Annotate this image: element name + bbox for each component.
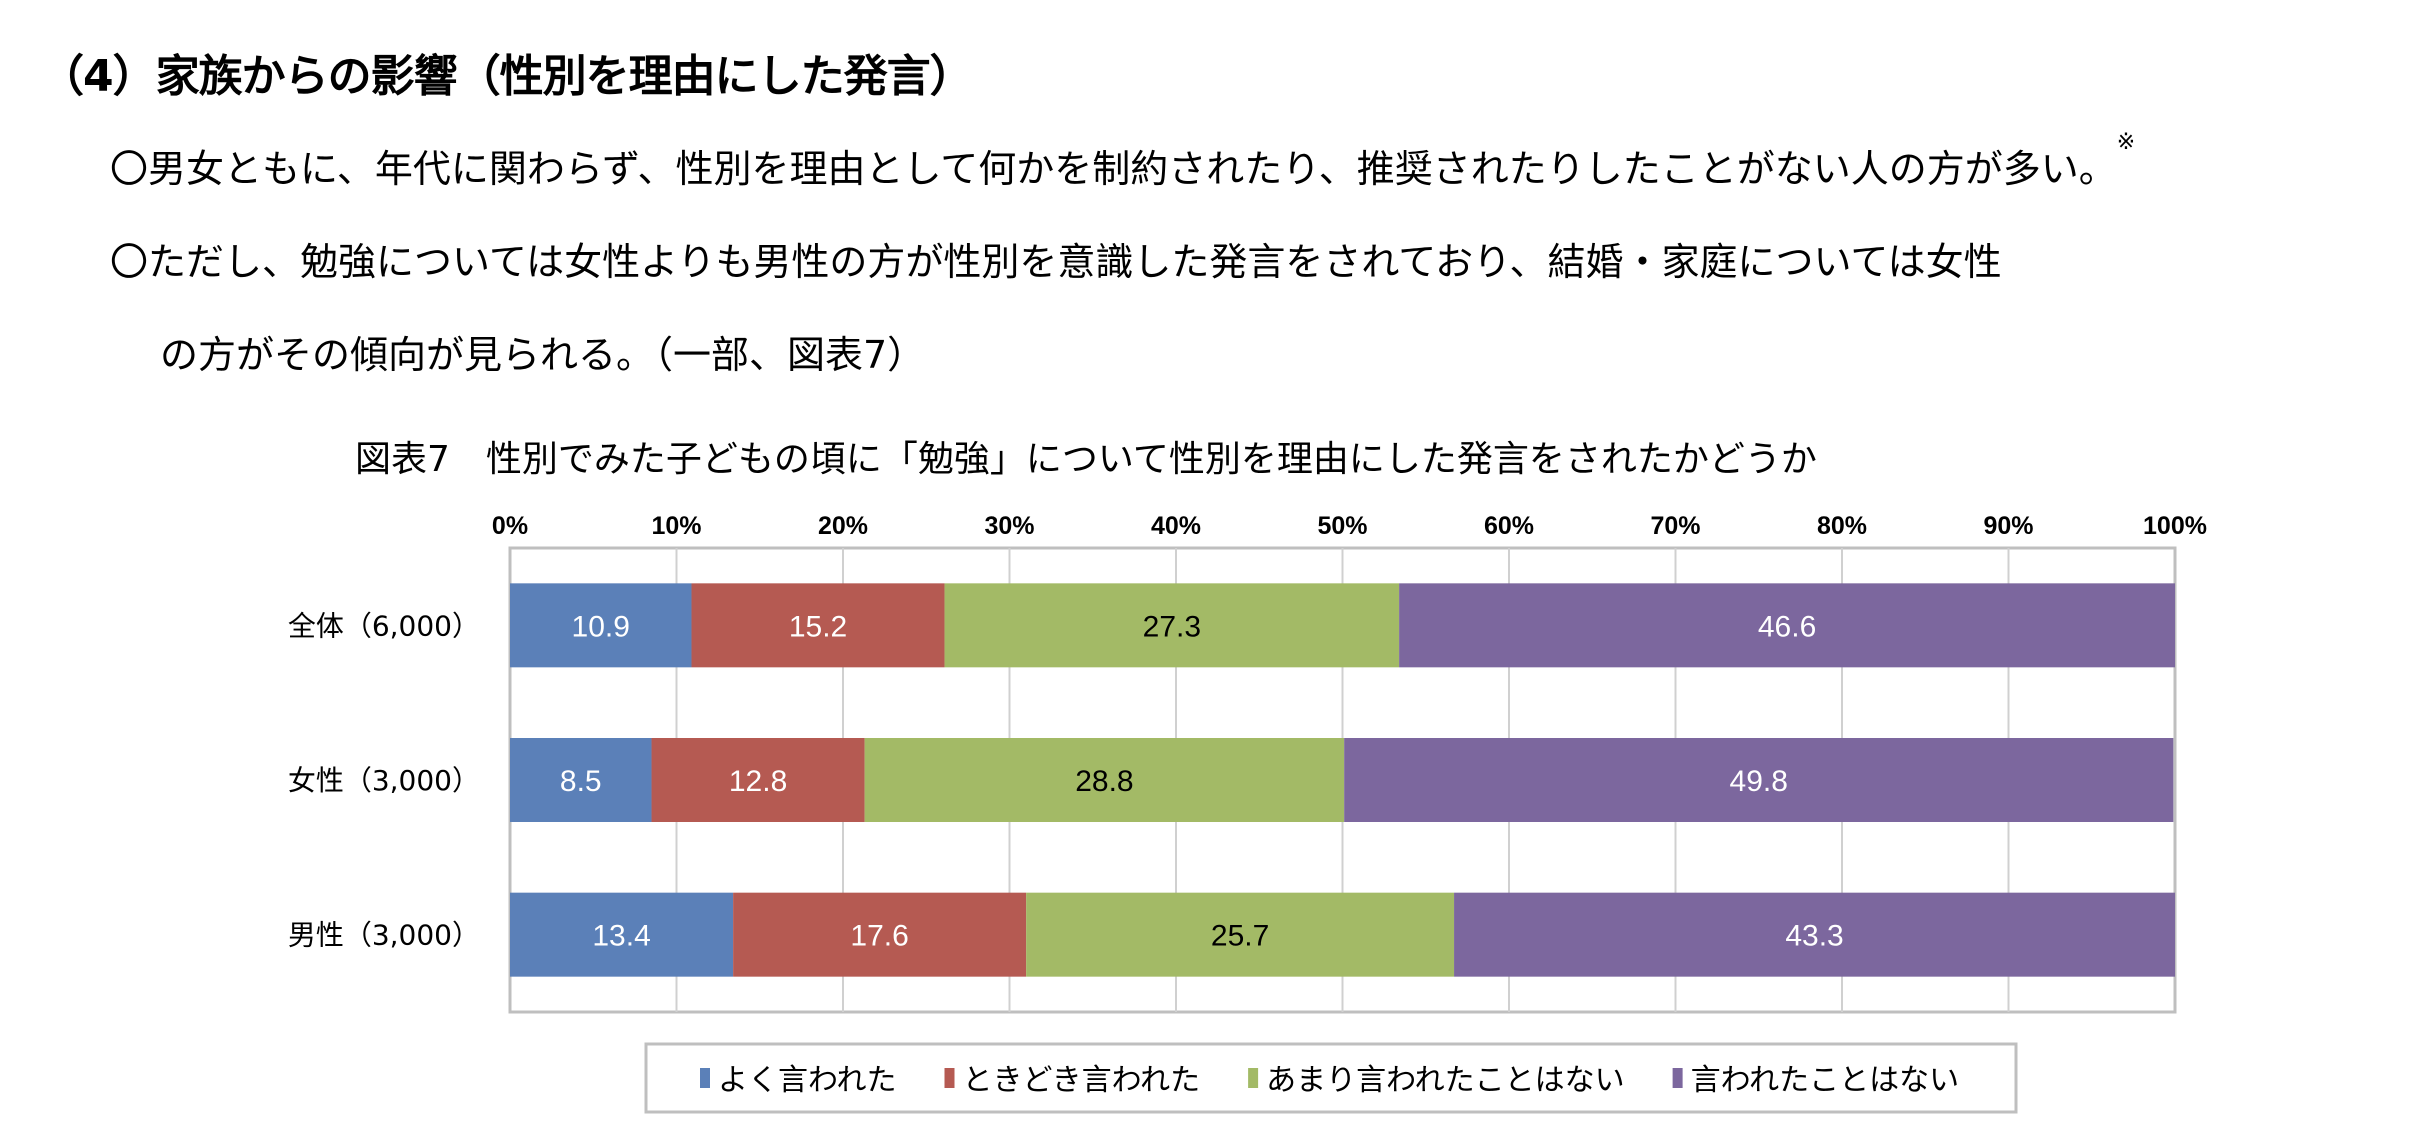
- bar-segment: [691, 583, 945, 668]
- x-tick-label: 10%: [651, 512, 701, 540]
- data-label: 49.8: [1730, 765, 1788, 798]
- bar-segment: [944, 583, 1400, 668]
- x-tick-label: 90%: [1983, 512, 2033, 540]
- bullet-2-cont: の方がその傾向が見られる。（一部、図表7）: [160, 333, 926, 377]
- data-label: 8.5: [560, 765, 602, 798]
- legend-label: あまり言われたことはない: [1266, 1063, 1625, 1098]
- x-tick-label: 20%: [818, 512, 868, 540]
- x-tick-label: 0%: [492, 512, 528, 540]
- bar-segment: [651, 738, 865, 822]
- legend-swatch: [1248, 1068, 1259, 1088]
- x-tick-label: 40%: [1151, 512, 1201, 540]
- data-label: 43.3: [1785, 920, 1843, 953]
- x-tick-label: 70%: [1650, 512, 1700, 540]
- chart-title: 図表7 性別でみた子どもの頃に「勉強」について性別を理由にした発言をされたかどう…: [355, 439, 1817, 480]
- bar-segment: [1026, 892, 1455, 977]
- x-tick-label: 100%: [2143, 512, 2207, 540]
- section-title: （4）家族からの影響（性別を理由にした発言）: [40, 51, 974, 102]
- legend-swatch: [700, 1068, 710, 1088]
- bar-segment: [1399, 583, 2175, 668]
- x-tick-label: 60%: [1484, 512, 1534, 540]
- data-label: 27.3: [1143, 610, 1201, 643]
- legend-swatch: [944, 1068, 955, 1088]
- bar-segment: [864, 738, 1345, 822]
- data-label: 25.7: [1211, 920, 1269, 953]
- data-label: 12.8: [729, 765, 787, 798]
- legend-label: ときどき言われた: [963, 1063, 1201, 1098]
- bullet-1: 〇男女ともに、年代に関わらず、性別を理由として何かを制約されたり、推奨されたりし…: [110, 130, 2135, 193]
- data-label: 15.2: [789, 610, 847, 643]
- data-label: 28.8: [1075, 765, 1133, 798]
- bullet-2: 〇ただし、勉強については女性よりも男性の方が性別を意識した発言をされており、結婚…: [110, 240, 2002, 284]
- note-mark: ※: [2116, 130, 2136, 155]
- bar-segment: [1454, 892, 2175, 977]
- data-label: 10.9: [572, 610, 630, 643]
- bar-segment: [733, 892, 1027, 977]
- data-label: 46.6: [1758, 610, 1816, 643]
- category-label: 女性（3,000）: [288, 764, 480, 797]
- legend-label: 言われたことはない: [1691, 1063, 1960, 1098]
- legend-swatch: [1672, 1068, 1683, 1088]
- bar-segment: [510, 583, 692, 668]
- x-tick-label: 80%: [1817, 512, 1867, 540]
- bullet-1-text: 〇男女ともに、年代に関わらず、性別を理由として何かを制約されたり、推奨されたりし…: [110, 147, 2117, 191]
- category-label: 男性（3,000）: [288, 919, 480, 952]
- x-tick-label: 30%: [984, 512, 1034, 540]
- legend-box: [644, 1042, 2018, 1114]
- category-label: 全体（6,000）: [288, 609, 480, 642]
- bar-segment: [510, 738, 652, 822]
- data-label: 13.4: [592, 920, 650, 953]
- x-tick-label: 50%: [1317, 512, 1367, 540]
- data-label: 17.6: [850, 920, 908, 953]
- bar-segment: [510, 892, 734, 977]
- legend-label: よく言われた: [718, 1063, 897, 1098]
- bar-segment: [1344, 738, 2174, 822]
